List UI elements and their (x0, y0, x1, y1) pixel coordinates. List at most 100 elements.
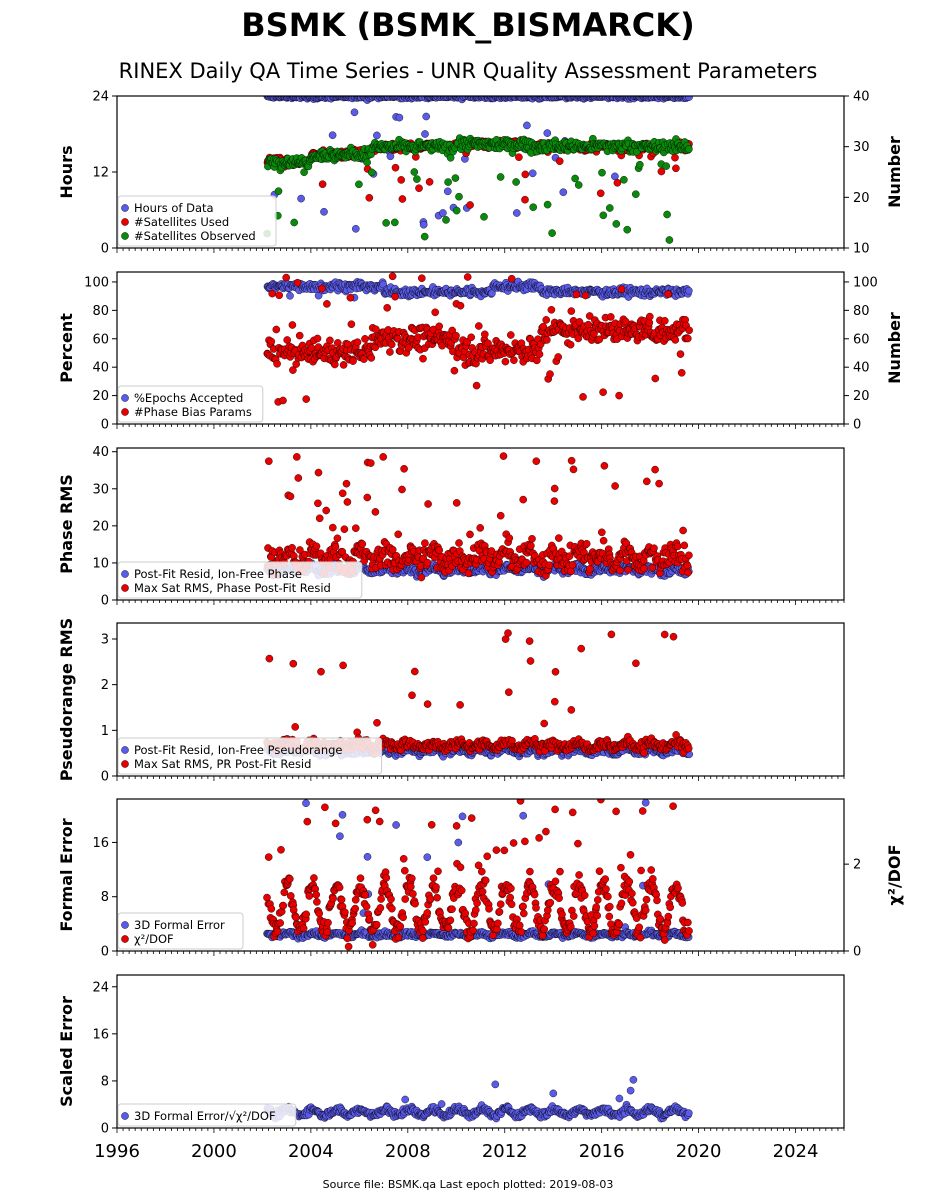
data-point (546, 370, 554, 378)
y-tick-label: 10 (92, 556, 109, 571)
data-point (632, 190, 640, 198)
data-point (527, 542, 535, 550)
data-point (543, 336, 551, 344)
data-point (361, 335, 369, 343)
data-point (295, 331, 304, 340)
data-point (350, 108, 359, 117)
data-point (456, 701, 464, 709)
data-point (313, 334, 322, 343)
data-point (528, 169, 537, 178)
data-point (363, 158, 371, 167)
data-point (480, 330, 489, 339)
data-point (423, 700, 432, 708)
legend-marker (121, 570, 129, 578)
data-point (435, 322, 444, 331)
data-point (455, 539, 463, 547)
y-tick-label: 60 (92, 332, 109, 347)
data-point (358, 540, 367, 548)
data-point (288, 321, 297, 329)
data-point (435, 546, 444, 554)
data-point (267, 337, 276, 346)
y-right-tick-label: 40 (853, 361, 870, 376)
data-point (351, 524, 360, 533)
data-point (615, 391, 623, 400)
data-point (273, 359, 281, 368)
data-point (519, 495, 528, 504)
data-point (275, 291, 284, 300)
y-right-tick-label: 10 (853, 242, 870, 257)
data-point (326, 336, 334, 345)
data-point (328, 131, 337, 139)
data-point (347, 320, 356, 329)
data-point (439, 209, 447, 217)
data-point (676, 350, 685, 358)
data-point (521, 195, 529, 204)
data-point (265, 654, 274, 663)
data-point (685, 286, 693, 295)
data-point (599, 388, 607, 397)
y-tick-label: 80 (92, 304, 109, 319)
data-point (480, 212, 488, 221)
data-point (343, 498, 352, 506)
data-point (606, 204, 614, 212)
data-point (521, 170, 530, 179)
data-point (532, 457, 541, 466)
data-point (463, 273, 472, 281)
data-point (286, 291, 294, 300)
data-point (567, 706, 576, 714)
y-tick-label: 20 (92, 389, 109, 404)
data-point (286, 492, 295, 501)
data-point (624, 566, 632, 574)
y-right-tick-label: 0 (853, 418, 861, 433)
data-point (264, 457, 273, 466)
y-right-axis-label: Number (885, 136, 904, 208)
data-point (421, 539, 429, 547)
y-right-tick-label: 60 (853, 332, 870, 347)
data-point (289, 366, 297, 374)
data-point (431, 308, 440, 317)
data-point (444, 178, 452, 186)
data-point (410, 667, 419, 676)
data-point (559, 188, 568, 196)
data-point (398, 195, 407, 203)
data-point (289, 659, 298, 668)
data-point (452, 331, 460, 340)
series-red (263, 452, 693, 582)
data-point (595, 335, 604, 344)
data-point (317, 667, 325, 676)
data-point (452, 206, 461, 215)
data-point (567, 567, 575, 576)
y-right-axis-label: Number (885, 312, 904, 384)
data-point (504, 629, 512, 637)
data-point (410, 168, 419, 176)
data-point (400, 464, 408, 473)
data-markers (263, 272, 694, 406)
data-point (318, 180, 327, 188)
y-axis-label: Phase RMS (57, 474, 76, 574)
data-point (291, 723, 300, 731)
data-point (282, 273, 291, 282)
y-tick-label: 40 (92, 445, 109, 460)
data-point (424, 500, 432, 508)
data-point (363, 493, 372, 502)
data-point (586, 565, 594, 573)
data-point (464, 569, 473, 578)
data-point (673, 542, 682, 551)
figure-subtitle: RINEX Daily QA Time Series - UNR Quality… (119, 59, 818, 83)
data-point (423, 558, 432, 567)
data-point (476, 524, 485, 532)
data-point (555, 157, 564, 165)
data-point (569, 465, 578, 474)
data-point (567, 307, 576, 315)
data-point (421, 130, 429, 138)
data-point (523, 121, 531, 130)
data-point (528, 535, 536, 543)
data-point (314, 499, 322, 508)
data-point (550, 497, 559, 505)
y-right-tick-label: 30 (853, 140, 870, 155)
data-point (623, 225, 632, 234)
data-point (382, 219, 390, 227)
data-point (555, 534, 563, 542)
